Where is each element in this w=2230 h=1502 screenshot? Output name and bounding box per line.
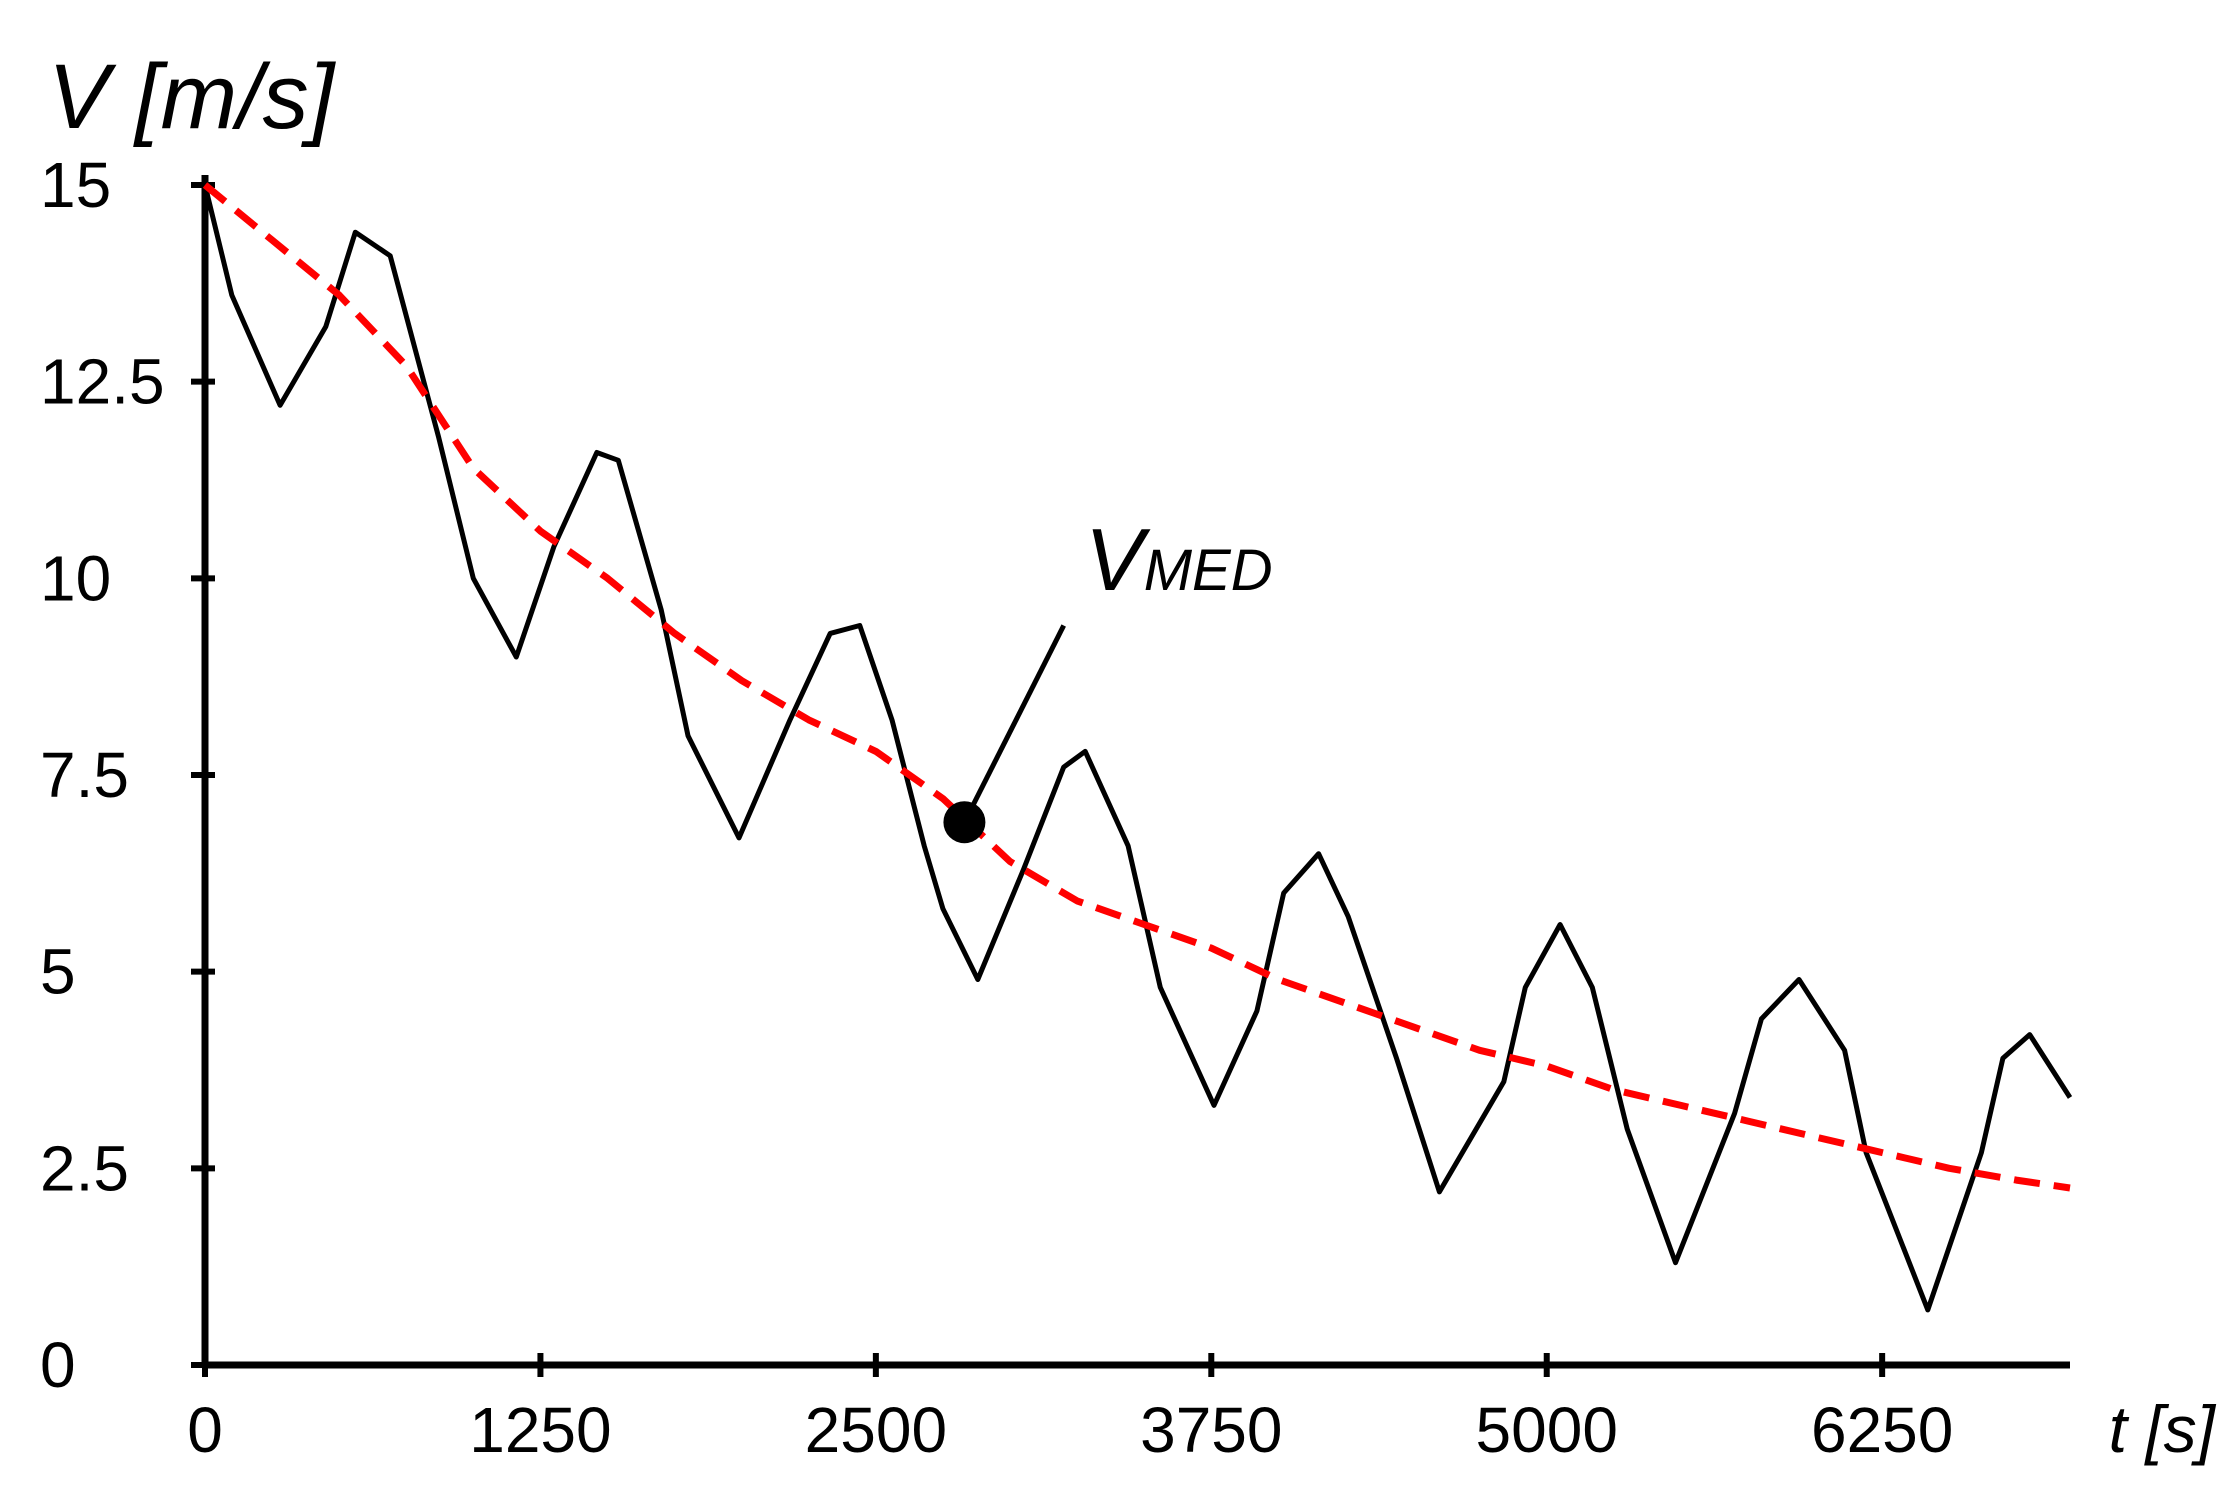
x-tick-label: 3750 — [1140, 1394, 1282, 1466]
vmed-annotation-label: VMED — [1085, 510, 1273, 609]
velocity-line — [202, 184, 2073, 1313]
vmed-marker-dot — [943, 801, 986, 844]
annotation-leader-line — [962, 624, 1066, 824]
y-axis-title: V [m/s] — [48, 46, 337, 148]
x-tick-label: 0 — [187, 1394, 223, 1466]
x-ticks: 0 1250 2500 3750 5000 6250 — [187, 1353, 1953, 1466]
x-tick-label: 5000 — [1476, 1394, 1618, 1466]
series-layer — [202, 182, 2073, 1313]
y-tick-label: 12.5 — [40, 346, 165, 418]
x-tick-label: 1250 — [469, 1394, 611, 1466]
x-axis-title: t [s] — [2109, 1392, 2217, 1466]
y-tick-label: 15 — [40, 149, 111, 221]
y-ticks: 0 2.5 5 7.5 10 12.5 15 — [40, 149, 215, 1401]
axes — [201, 175, 2070, 1369]
y-tick-label: 7.5 — [40, 739, 129, 811]
y-tick-label: 0 — [40, 1329, 76, 1401]
y-tick-label: 2.5 — [40, 1132, 129, 1204]
x-tick-label: 2500 — [805, 1394, 947, 1466]
vmed-annotation-main: V — [1085, 510, 1151, 609]
y-tick-label: 10 — [40, 542, 111, 614]
vmed-annotation-sub: MED — [1144, 538, 1273, 603]
annotation-layer: VMED — [943, 510, 1273, 844]
x-tick-label: 6250 — [1811, 1394, 1953, 1466]
y-tick-label: 5 — [40, 936, 76, 1008]
mean-velocity-line — [202, 182, 2071, 1192]
